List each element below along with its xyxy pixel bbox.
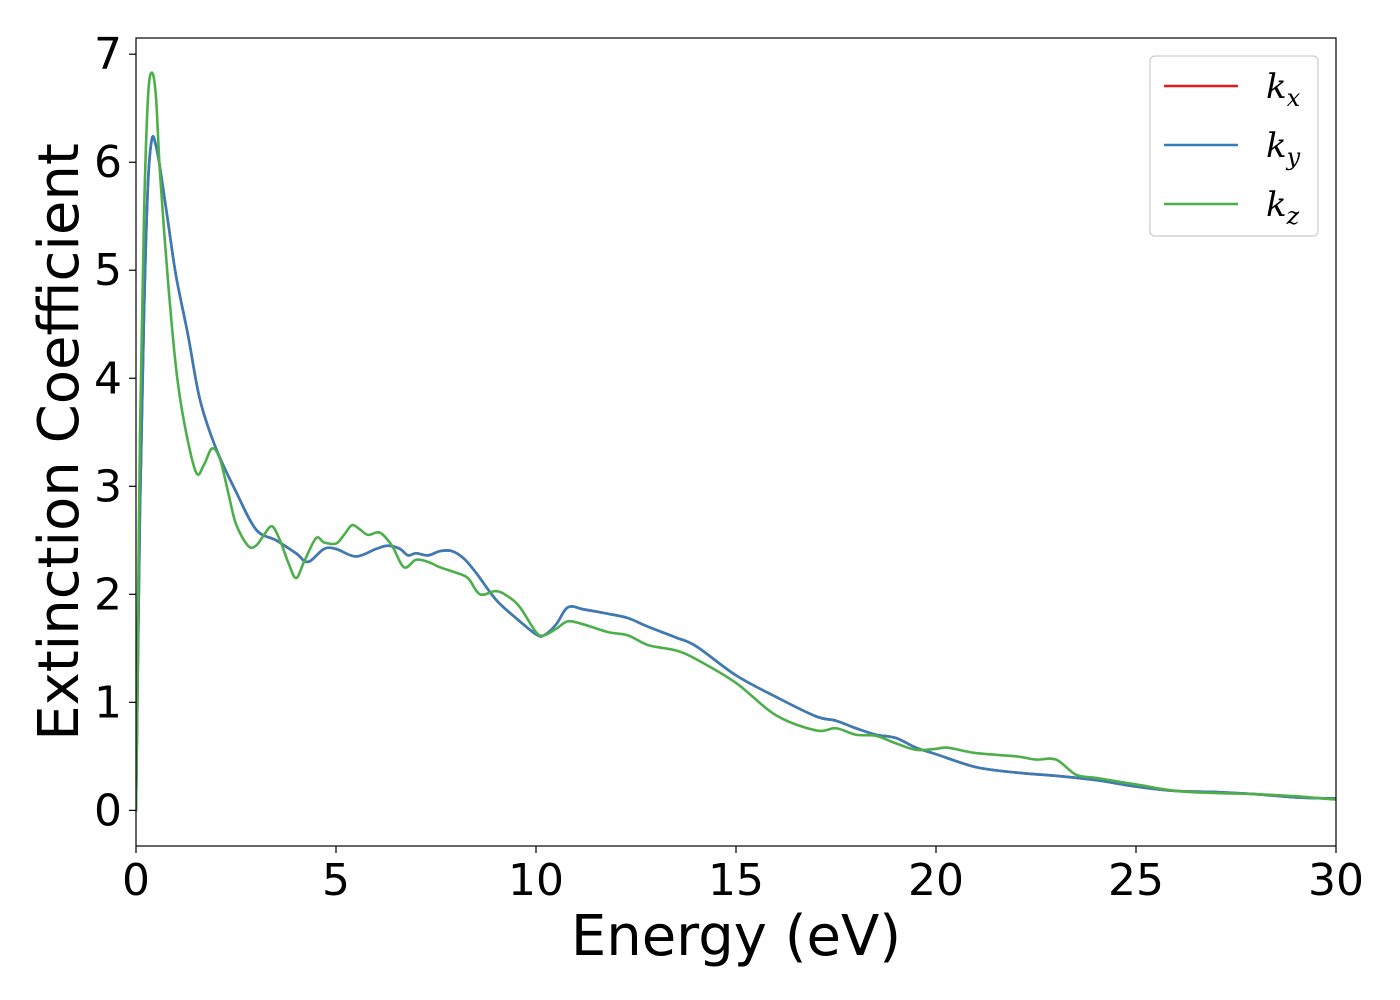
series-layer [136, 71, 1336, 812]
legend-label-base: k [1266, 126, 1287, 166]
y-tick-label: 4 [94, 353, 122, 404]
x-tick-label: 15 [708, 855, 764, 906]
x-tick-label: 5 [322, 855, 350, 906]
y-tick-label: 7 [94, 29, 122, 80]
x-tick-label: 20 [908, 855, 964, 906]
legend-label-z: kz [1266, 185, 1300, 230]
series-line-z [136, 71, 1336, 812]
legend-label-base: k [1266, 67, 1287, 107]
legend-label-subscript: x [1287, 84, 1301, 112]
y-tick-label: 3 [94, 461, 122, 512]
x-tick-label: 30 [1308, 855, 1364, 906]
legend-label-y: ky [1266, 126, 1301, 171]
y-axis-label: Extinction Coefficient [27, 143, 92, 741]
x-axis-label: Energy (eV) [571, 904, 901, 969]
y-axis: 0 1 2 3 4 5 6 7 [94, 29, 136, 836]
legend-label-base: k [1266, 185, 1287, 225]
x-tick-label: 10 [508, 855, 564, 906]
y-tick-label: 5 [94, 245, 122, 296]
legend-label-x: kx [1266, 67, 1301, 112]
x-axis: 0 5 10 15 20 25 30 [122, 846, 1364, 906]
plot-area [136, 71, 1336, 812]
x-tick-label: 25 [1108, 855, 1164, 906]
y-tick-label: 6 [94, 137, 122, 188]
y-tick-label: 1 [94, 677, 122, 728]
y-tick-label: 0 [94, 785, 122, 836]
y-tick-label: 2 [94, 569, 122, 620]
x-tick-label: 0 [122, 855, 150, 906]
series-line-y [136, 135, 1336, 812]
legend-label-subscript: z [1286, 202, 1300, 230]
legend-label-subscript: y [1286, 143, 1301, 171]
